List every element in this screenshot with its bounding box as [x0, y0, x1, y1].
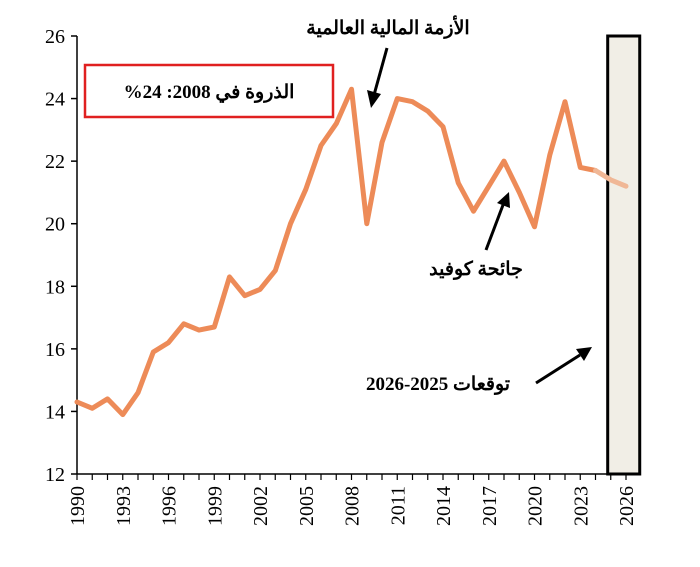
y-tick-label: 20 — [45, 214, 65, 236]
covid-arrowhead — [497, 192, 510, 208]
x-tick-label: 1990 — [67, 486, 89, 526]
covid-arrow — [484, 204, 505, 251]
x-tick-label: 1999 — [204, 486, 226, 526]
y-tick-label: 26 — [45, 26, 65, 48]
y-tick-label: 22 — [45, 151, 65, 173]
forecast-shaded-region — [606, 34, 642, 476]
x-tick-label: 2023 — [570, 486, 592, 526]
series-line-forecast — [593, 168, 629, 189]
forecast-annotation-label: توقعات 2025-2026 — [366, 374, 510, 395]
x-tick-label: 2014 — [433, 486, 455, 526]
y-tick-label: 16 — [45, 339, 65, 361]
x-tick-label: 2002 — [250, 486, 272, 526]
covid-annotation-label: جائحة كوفيد — [429, 259, 523, 280]
y-tick-label: 12 — [45, 464, 65, 486]
x-axis-ticks: 1990 1993 1996 1999 2002 2005 2008 2011 2014 2017… — [67, 474, 638, 526]
x-tick-label: 2008 — [342, 486, 364, 526]
x-tick-label: 1993 — [113, 486, 135, 526]
series-line-actual — [74, 86, 598, 418]
x-tick-label: 2026 — [616, 486, 638, 526]
y-tick-label: 18 — [45, 276, 65, 298]
y-axis-ticks: 12 14 16 18 20 22 24 26 — [45, 26, 77, 486]
x-tick-label: 2020 — [525, 486, 547, 526]
y-tick-label: 14 — [45, 401, 65, 423]
forecast-arrow — [535, 353, 581, 385]
crisis-arrowhead — [367, 90, 381, 108]
peak-annotation-label: الذروة في 2008: 24% — [124, 82, 295, 104]
crisis-annotation-label: الأزمة المالية العالمية — [306, 15, 469, 39]
x-tick-label: 2005 — [296, 486, 318, 526]
crisis-arrow — [372, 47, 389, 96]
x-tick-label: 1996 — [159, 486, 181, 526]
peak-annotation-box — [83, 63, 335, 119]
x-tick-label: 2017 — [479, 486, 501, 526]
x-tick-label: 2011 — [387, 486, 409, 525]
forecast-arrowhead — [576, 347, 592, 361]
y-tick-label: 24 — [45, 89, 65, 111]
